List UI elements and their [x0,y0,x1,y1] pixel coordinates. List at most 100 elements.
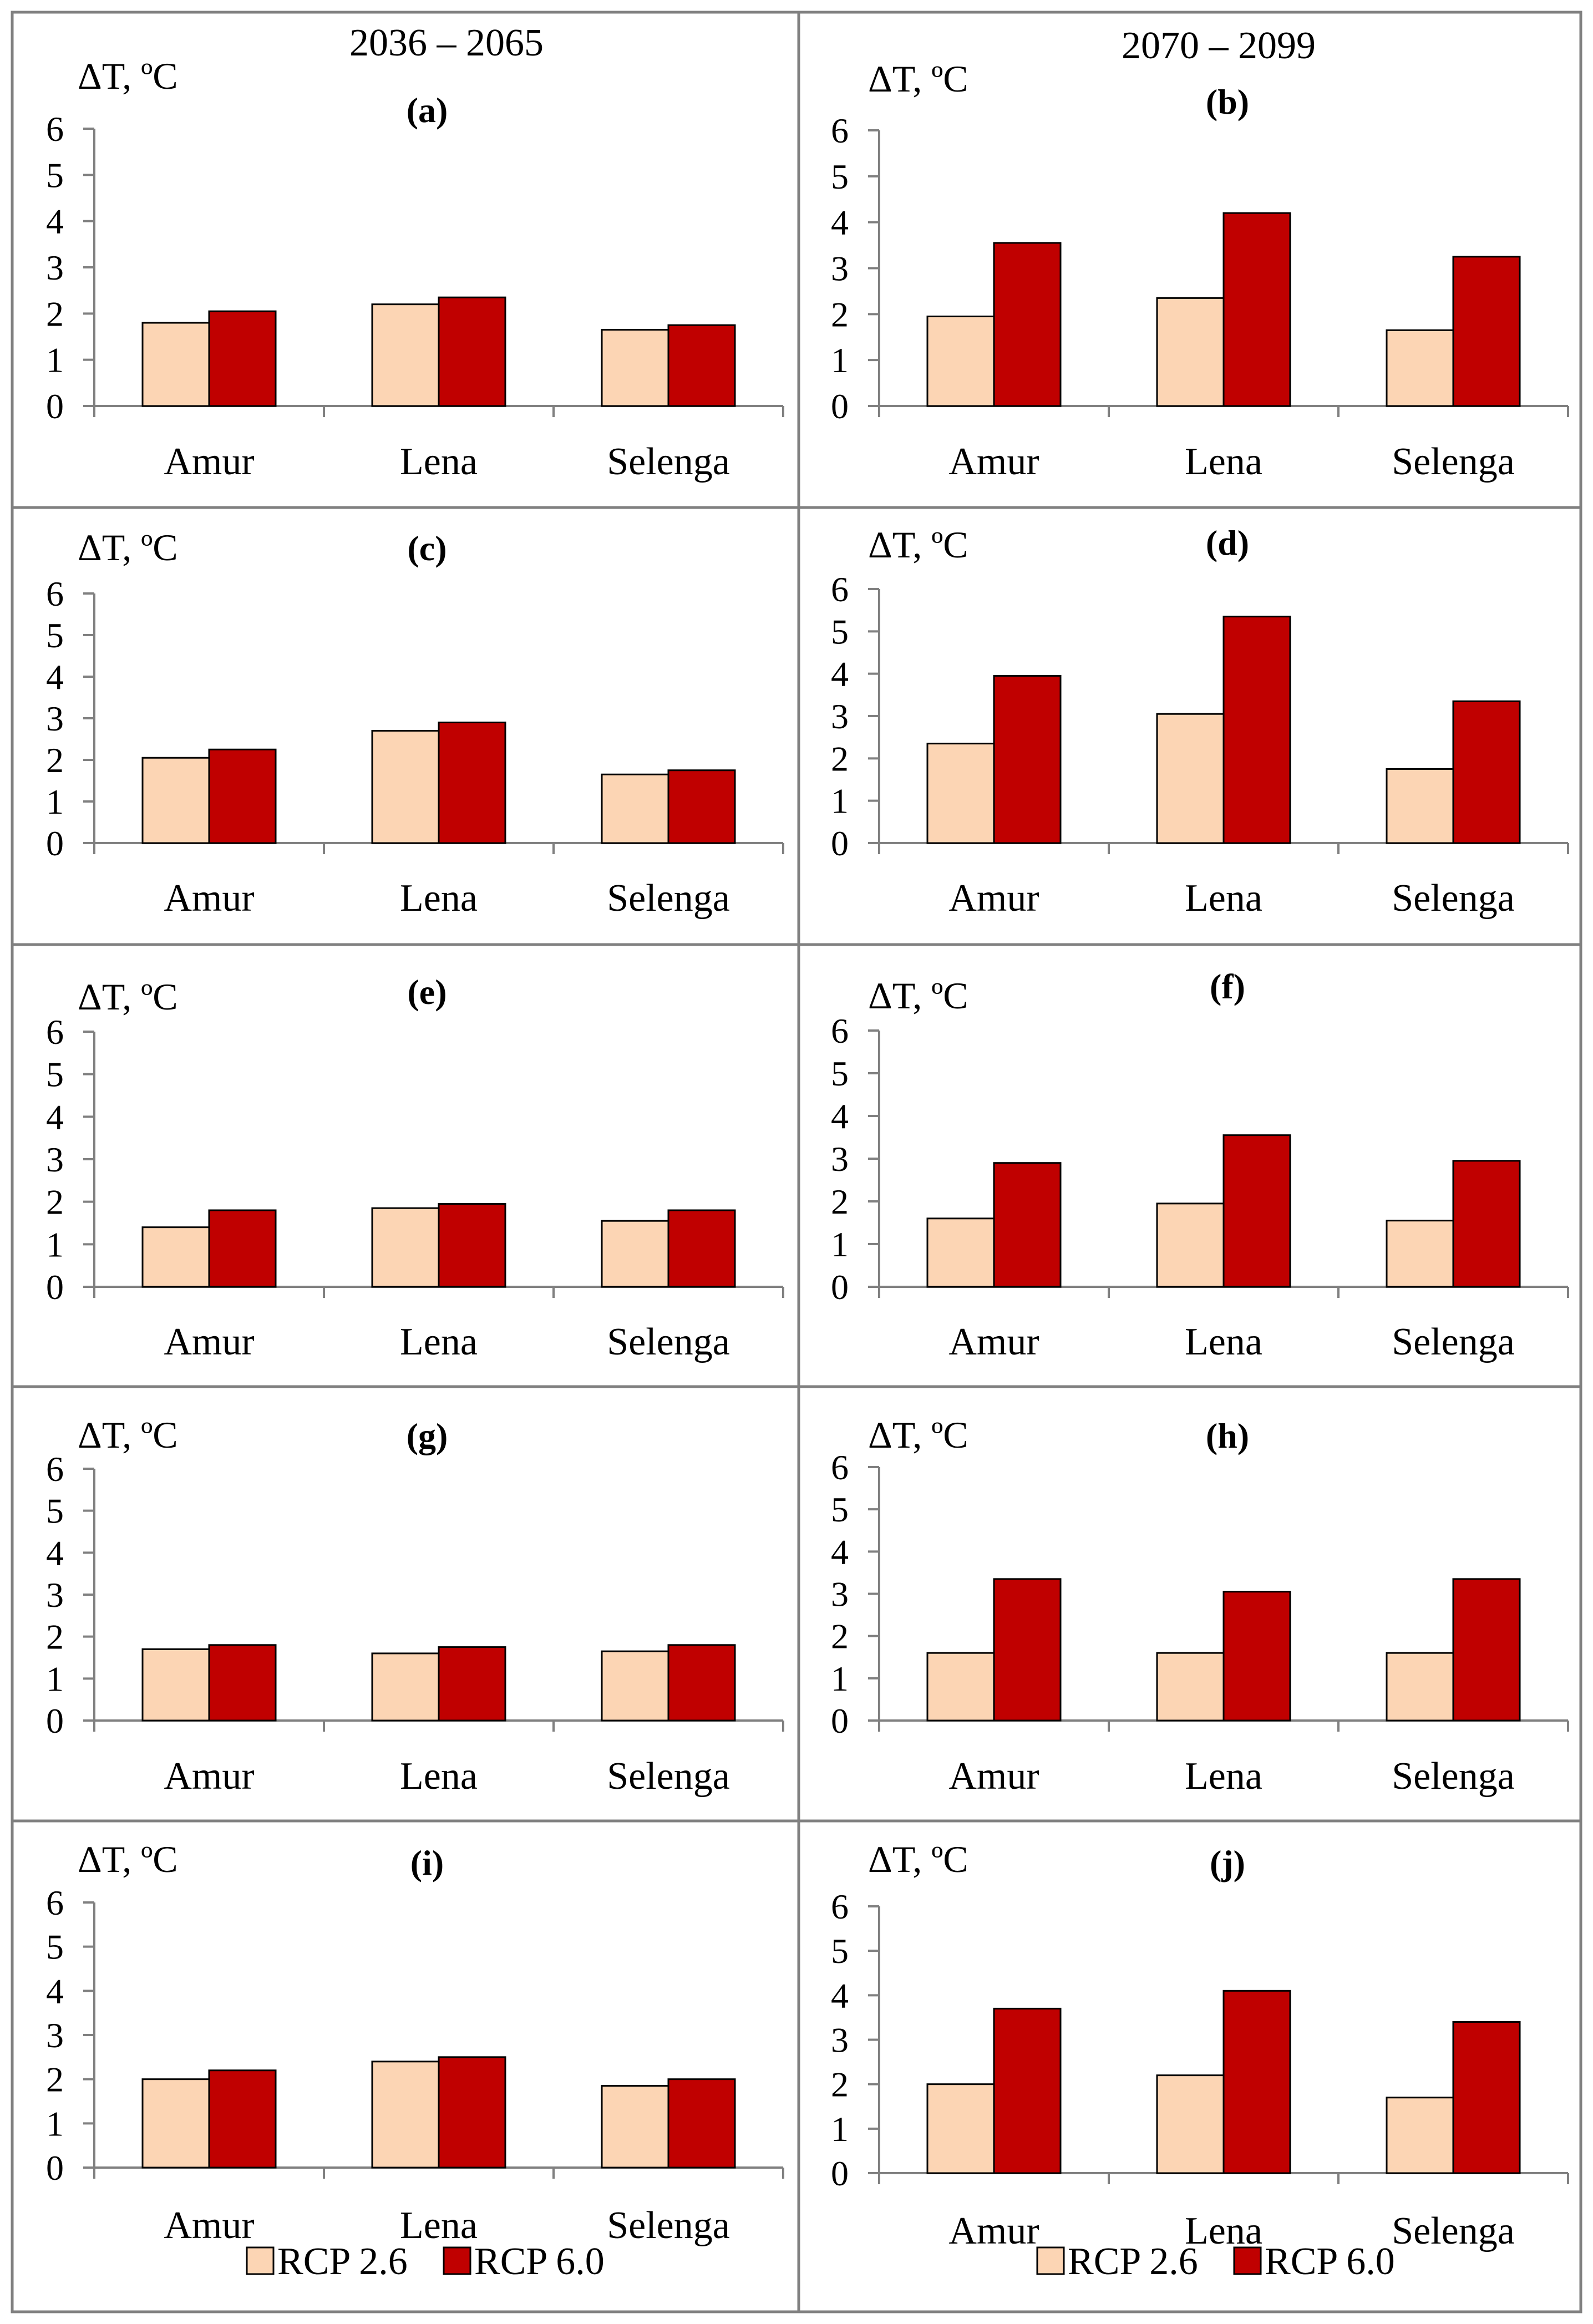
y-tick-label: 2 [831,2065,849,2104]
y-tick-label: 5 [46,1927,64,1967]
bar-lena-rcp26 [371,730,440,844]
y-axis-label: ΔT, ºC [78,55,178,97]
bar-selenga-rcp60 [1452,1160,1521,1288]
y-tick-label: 0 [46,2148,64,2188]
legend-swatch [1036,2246,1065,2275]
y-tick-label: 6 [46,1449,64,1489]
bar-amur-rcp26 [141,2078,210,2169]
bar-lena-rcp26 [1156,713,1225,844]
y-tick-label: 6 [46,1883,64,1922]
category-label: Lena [1185,440,1262,483]
panel-b: ΔT, ºC (b) 0 1 2 3 4 5 6 Amur Lena Selenga [831,58,1569,483]
y-tick-label: 0 [46,387,64,426]
legend-swatch [246,2246,275,2275]
panel-label: (j) [1210,1843,1245,1882]
category-label: Selenga [1392,1321,1515,1363]
legend-swatch [1233,2246,1262,2275]
bar-amur-rcp26 [926,315,995,407]
y-tick-label: 1 [46,2104,64,2143]
figure-frame [11,11,1582,2313]
category-label: Selenga [1392,2210,1515,2252]
y-tick-label: 4 [831,654,849,694]
y-tick-label: 6 [46,574,64,613]
legend-swatch [443,2246,471,2275]
bar-amur-rcp60 [208,310,277,407]
panel-label: (h) [1206,1416,1249,1455]
legend-left: RCP 2.6 RCP 6.0 [246,2240,605,2283]
y-tick-label: 5 [831,1490,849,1529]
category-label: Lena [1185,1755,1262,1798]
y-tick-label: 2 [46,1183,64,1222]
y-tick-label: 4 [831,1097,849,1136]
y-axis-label: ΔT, ºC [868,58,968,100]
bar-lena-rcp26 [1156,297,1225,407]
y-tick-label: 6 [46,1012,64,1052]
bar-amur-rcp60 [993,242,1062,407]
bar-lena-rcp60 [438,296,506,407]
column-title-left: 2036 – 2065 [349,22,544,64]
y-tick-label: 4 [831,1532,849,1571]
category-label: Lena [400,440,478,483]
y-tick-label: 5 [46,1491,64,1531]
y-tick-label: 0 [46,1267,64,1307]
y-tick-label: 3 [831,1575,849,1614]
y-tick-label: 2 [46,294,64,333]
bar-amur-rcp26 [926,1652,995,1722]
y-axis-label: ΔT, ºC [78,976,178,1018]
panel-e: ΔT, ºC (e) 012 3 456 Amur Lena Selenga [46,972,784,1363]
y-tick-label: 3 [831,697,849,736]
y-tick-label: 1 [46,782,64,821]
y-tick-label: 1 [831,341,849,380]
y-tick-label: 0 [831,1267,849,1307]
y-axis-label: ΔT, ºC [868,1414,968,1456]
category-label: Lena [400,1755,478,1798]
bar-lena-rcp60 [1222,1134,1291,1288]
y-tick-label: 0 [831,1701,849,1741]
category-label: Selenga [607,1755,730,1798]
y-axis-label: ΔT, ºC [78,526,178,569]
y-tick-label: 4 [46,202,64,241]
panel-label: (b) [1206,82,1249,121]
y-tick-label: 6 [831,570,849,609]
panel-label: (d) [1206,523,1249,562]
bar-lena-rcp60 [438,722,506,844]
y-tick-label: 1 [831,2109,849,2149]
category-label: Lena [1185,877,1262,920]
category-label: Amur [164,440,254,483]
y-tick-label: 3 [46,2016,64,2055]
bar-lena-rcp60 [438,1203,506,1288]
category-label: Lena [1185,1321,1262,1363]
y-tick-label: 6 [831,1448,849,1487]
legend-label: RCP 2.6 [277,2240,408,2283]
bar-selenga-rcp60 [667,1209,736,1288]
column-title-right: 2070 – 2099 [1122,24,1316,67]
bar-amur-rcp26 [141,1648,210,1722]
y-tick-label: 2 [46,2060,64,2099]
bar-lena-rcp60 [438,2056,506,2169]
y-tick-label: 1 [831,1225,849,1264]
y-tick-label: 1 [46,1659,64,1698]
bar-lena-rcp26 [1156,1652,1225,1722]
bar-selenga-rcp60 [667,1644,736,1722]
legend-label: RCP 6.0 [1265,2240,1395,2283]
bar-amur-rcp60 [208,748,277,844]
bar-lena-rcp26 [1156,2074,1225,2174]
y-axis-label: ΔT, ºC [868,1838,968,1880]
panel-label: (a) [407,90,448,130]
y-tick-label: 1 [831,782,849,821]
y-tick-label: 0 [831,2154,849,2193]
bar-selenga-rcp26 [601,1220,669,1288]
y-tick-label: 6 [831,1011,849,1051]
bar-selenga-rcp60 [1452,2021,1521,2174]
category-label: Lena [1185,2210,1262,2252]
category-label: Selenga [607,2204,730,2247]
y-tick-label: 2 [46,740,64,780]
bar-amur-rcp26 [926,743,995,844]
y-tick-label: 1 [46,341,64,380]
bar-lena-rcp26 [371,303,440,407]
y-axis-label: ΔT, ºC [868,975,968,1017]
category-label: Lena [400,1321,478,1363]
